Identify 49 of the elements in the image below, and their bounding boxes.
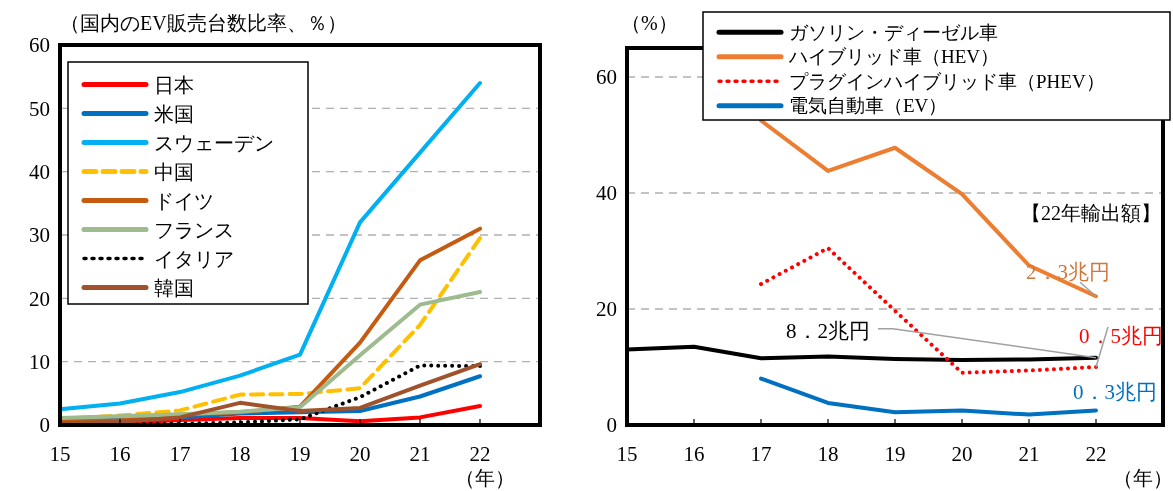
legend-label: 韓国 bbox=[154, 276, 194, 299]
annotation: 8．2兆円 bbox=[786, 318, 870, 343]
x-axis-title: （年） bbox=[1113, 467, 1173, 489]
annotation: 0．3兆円 bbox=[1073, 379, 1157, 404]
legend-label: フランス bbox=[154, 218, 234, 241]
y-tick-label: 0 bbox=[606, 413, 617, 438]
x-tick-label: 19 bbox=[884, 442, 906, 466]
legend-label: 中国 bbox=[154, 160, 194, 183]
x-tick-label: 21 bbox=[1018, 442, 1040, 466]
x-tick-label: 18 bbox=[229, 442, 251, 466]
x-tick-label: 17 bbox=[750, 442, 772, 466]
legend-label: 日本 bbox=[154, 73, 194, 96]
legend-label: プラグインハイブリッド車（PHEV） bbox=[789, 70, 1105, 92]
legend-label: 米国 bbox=[154, 102, 194, 125]
x-tick-label: 15 bbox=[49, 442, 71, 466]
x-tick-label: 21 bbox=[409, 442, 431, 466]
x-tick-label: 22 bbox=[469, 442, 491, 466]
legend-label: ドイツ bbox=[154, 189, 214, 212]
x-axis-title: （年） bbox=[455, 467, 515, 489]
legend-label: イタリア bbox=[154, 247, 234, 270]
legend-label: スウェーデン bbox=[154, 131, 274, 154]
y-tick-label: 40 bbox=[596, 181, 617, 206]
x-tick-label: 22 bbox=[1085, 442, 1107, 466]
x-tick-label: 18 bbox=[817, 442, 839, 466]
annotation: 2．3兆円 bbox=[1026, 260, 1110, 285]
annotation: 0．5兆円 bbox=[1079, 324, 1163, 348]
annotation: 【22年輸出額】 bbox=[1021, 202, 1161, 224]
x-tick-label: 16 bbox=[109, 442, 131, 466]
x-tick-label: 20 bbox=[349, 442, 371, 466]
y-tick-label: 30 bbox=[29, 223, 50, 248]
y-tick-label: 40 bbox=[29, 160, 50, 185]
y-tick-label: 50 bbox=[29, 96, 50, 121]
legend-label: ハイブリッド車（HEV） bbox=[788, 46, 1000, 68]
x-tick-label: 15 bbox=[616, 442, 638, 466]
y-tick-label: 20 bbox=[29, 286, 50, 311]
y-tick-label: 0 bbox=[39, 413, 50, 438]
x-tick-label: 17 bbox=[169, 442, 191, 466]
x-tick-label: 19 bbox=[289, 442, 311, 466]
y-tick-label: 10 bbox=[29, 350, 50, 375]
y-tick-label: 60 bbox=[29, 33, 50, 58]
y-axis-title: （国内のEV販売台数比率、％） bbox=[60, 12, 347, 34]
line-series bbox=[759, 376, 1098, 417]
x-tick-label: 20 bbox=[951, 442, 973, 466]
x-tick-label: 16 bbox=[683, 442, 705, 466]
y-tick-label: 60 bbox=[596, 65, 617, 90]
legend-label: 電気自動車（EV） bbox=[789, 95, 948, 117]
y-axis-title: （%） bbox=[621, 12, 678, 34]
y-tick-label: 20 bbox=[596, 297, 617, 322]
legend-label: ガソリン・ディーゼル車 bbox=[789, 21, 998, 43]
